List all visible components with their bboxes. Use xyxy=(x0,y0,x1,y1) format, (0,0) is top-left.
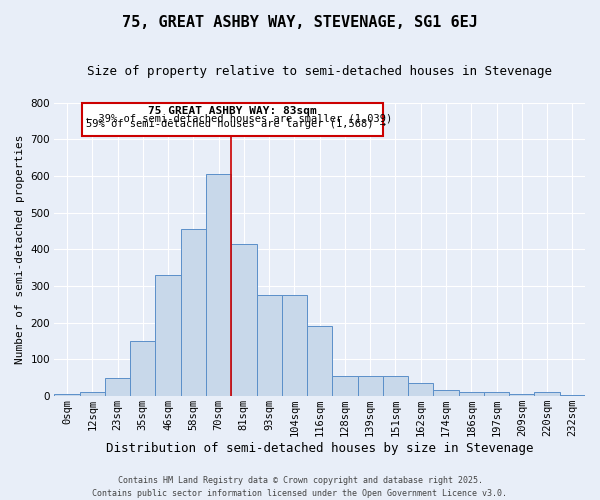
Bar xyxy=(408,384,433,396)
Bar xyxy=(433,390,458,396)
Bar xyxy=(307,326,332,396)
Bar xyxy=(55,394,80,396)
Bar xyxy=(105,378,130,396)
Bar xyxy=(509,394,535,396)
Text: Contains HM Land Registry data © Crown copyright and database right 2025.
Contai: Contains HM Land Registry data © Crown c… xyxy=(92,476,508,498)
Y-axis label: Number of semi-detached properties: Number of semi-detached properties xyxy=(15,134,25,364)
Bar xyxy=(257,296,282,396)
Bar xyxy=(458,392,484,396)
Bar xyxy=(155,275,181,396)
Bar xyxy=(206,174,231,396)
Text: 59% of semi-detached houses are larger (1,568) →: 59% of semi-detached houses are larger (… xyxy=(86,119,386,129)
Bar xyxy=(130,341,155,396)
Text: 75, GREAT ASHBY WAY, STEVENAGE, SG1 6EJ: 75, GREAT ASHBY WAY, STEVENAGE, SG1 6EJ xyxy=(122,15,478,30)
Bar xyxy=(80,392,105,396)
X-axis label: Distribution of semi-detached houses by size in Stevenage: Distribution of semi-detached houses by … xyxy=(106,442,533,455)
Bar xyxy=(358,376,383,396)
Bar xyxy=(332,376,358,396)
Bar xyxy=(484,392,509,396)
Text: ← 39% of semi-detached houses are smaller (1,039): ← 39% of semi-detached houses are smalle… xyxy=(86,113,392,123)
Text: 75 GREAT ASHBY WAY: 83sqm: 75 GREAT ASHBY WAY: 83sqm xyxy=(148,106,317,117)
Bar xyxy=(383,376,408,396)
Title: Size of property relative to semi-detached houses in Stevenage: Size of property relative to semi-detach… xyxy=(87,65,552,78)
Bar xyxy=(282,296,307,396)
Bar xyxy=(231,244,257,396)
Bar xyxy=(181,230,206,396)
Bar xyxy=(535,392,560,396)
Bar xyxy=(82,103,383,136)
